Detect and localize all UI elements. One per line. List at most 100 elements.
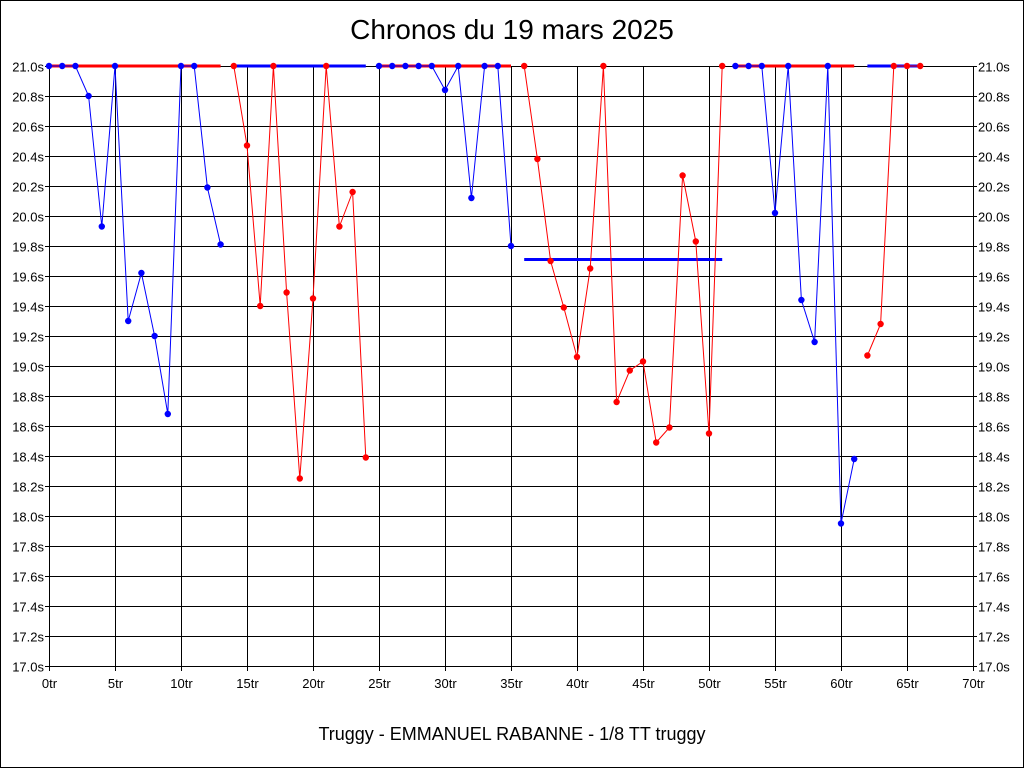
data-point: [45, 62, 53, 70]
data-point: [296, 475, 303, 482]
x-tick-label: 65tr: [896, 676, 919, 691]
data-point: [125, 317, 132, 325]
y-tick-label-left: 21.0s: [12, 60, 44, 75]
y-tick-label-right: 20.2s: [978, 180, 1010, 195]
data-point: [402, 62, 409, 70]
data-point: [481, 62, 488, 70]
data-point: [864, 352, 871, 359]
data-point: [468, 194, 475, 202]
y-tick-label-right: 20.0s: [978, 210, 1010, 225]
y-tick-label-left: 19.0s: [12, 360, 44, 375]
data-point: [639, 358, 647, 365]
data-point: [758, 62, 765, 70]
x-tick-label: 60tr: [830, 676, 853, 691]
data-point: [917, 62, 924, 70]
data-point: [441, 86, 449, 94]
data-point: [85, 92, 92, 100]
data-point: [692, 238, 699, 245]
data-point: [455, 62, 462, 70]
y-tick-label-left: 19.6s: [12, 270, 44, 285]
data-point: [626, 367, 633, 374]
data-point: [705, 430, 713, 437]
data-point: [111, 62, 119, 70]
y-tick-label-left: 20.8s: [12, 90, 44, 105]
y-tick-label-left: 17.0s: [12, 660, 44, 675]
data-point: [72, 62, 79, 70]
x-tick-label: 30tr: [434, 676, 457, 691]
y-tick-label-right: 17.6s: [978, 570, 1010, 585]
data-point: [138, 269, 145, 277]
y-tick-label-right: 17.2s: [978, 630, 1010, 645]
data-point: [151, 332, 158, 340]
data-point: [494, 62, 501, 70]
y-tick-label-right: 17.4s: [978, 600, 1010, 615]
x-tick-label: 50tr: [698, 676, 721, 691]
y-tick-label-right: 18.8s: [978, 390, 1010, 405]
series-3: [375, 62, 515, 250]
data-point: [415, 62, 422, 70]
data-point: [837, 520, 845, 527]
data-point: [560, 304, 567, 311]
series-line: [735, 65, 855, 524]
y-tick-label-left: 17.4s: [12, 600, 44, 615]
y-tick-label-left: 18.8s: [12, 390, 44, 405]
data-point: [851, 455, 858, 463]
data-point: [323, 62, 330, 70]
y-tick-label-left: 17.8s: [12, 540, 44, 555]
y-tick-label-left: 18.4s: [12, 450, 44, 465]
data-point: [613, 398, 620, 406]
data-point: [336, 223, 343, 230]
y-tick-label-right: 20.8s: [978, 90, 1010, 105]
series-2: [230, 62, 369, 482]
data-point: [798, 296, 805, 304]
x-tick-label: 25tr: [368, 676, 391, 691]
y-tick-label-right: 18.4s: [978, 450, 1010, 465]
y-tick-label-right: 19.2s: [978, 330, 1010, 345]
y-tick-label-left: 19.4s: [12, 300, 44, 315]
data-point: [679, 172, 686, 179]
y-tick-label-right: 20.6s: [978, 120, 1010, 135]
data-point: [719, 62, 726, 70]
data-point: [59, 62, 66, 70]
data-point: [903, 62, 911, 70]
y-tick-label-left: 20.6s: [12, 120, 44, 135]
y-tick-label-left: 18.6s: [12, 420, 44, 435]
y-tick-label-right: 17.0s: [978, 660, 1010, 675]
grid: [49, 66, 974, 667]
axis-ticks: 0tr 5tr 10tr 15tr 20tr 25tr 30tr 35tr 40tr 45tr 50…: [12, 60, 1010, 692]
y-tick-label-left: 19.8s: [12, 240, 44, 255]
x-tick-label: 40tr: [566, 676, 589, 691]
series-6: [864, 62, 924, 359]
data-point: [230, 62, 237, 70]
y-tick-label-left: 20.0s: [12, 210, 44, 225]
data-point: [666, 424, 673, 431]
data-point: [890, 62, 897, 70]
data-point: [824, 62, 831, 70]
data-point: [98, 223, 106, 230]
y-tick-label-left: 17.6s: [12, 570, 44, 585]
y-tick-label-right: 18.6s: [978, 420, 1010, 435]
y-tick-label-left: 19.2s: [12, 330, 44, 345]
data-point: [600, 62, 607, 70]
data-point: [177, 62, 185, 70]
y-tick-label-left: 17.2s: [12, 630, 44, 645]
x-tick-label: 5tr: [108, 676, 124, 691]
y-tick-label-right: 20.4s: [978, 150, 1010, 165]
x-tick-label: 10tr: [170, 676, 193, 691]
data-point: [349, 188, 356, 196]
data-point: [534, 155, 541, 163]
y-tick-label-right: 17.8s: [978, 540, 1010, 555]
x-tick-label: 55tr: [764, 676, 787, 691]
data-point: [164, 410, 171, 418]
data-point: [309, 295, 317, 302]
data-point: [573, 353, 581, 361]
data-point: [257, 302, 264, 310]
data-point: [375, 62, 383, 70]
x-tick-label: 70tr: [962, 676, 985, 691]
series-1: [45, 62, 224, 418]
data-point: [204, 184, 211, 191]
x-tick-label: 45tr: [632, 676, 655, 691]
data-point: [732, 62, 739, 70]
data-point: [191, 62, 198, 70]
